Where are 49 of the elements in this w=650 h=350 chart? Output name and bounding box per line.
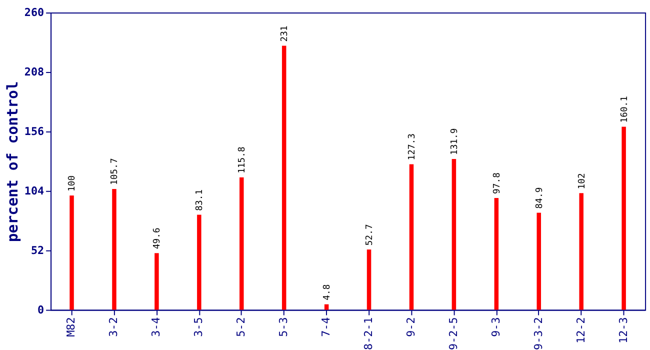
y-tick-label: 260	[24, 6, 44, 19]
bar	[579, 193, 584, 310]
bar	[536, 212, 542, 310]
x-tick-label: 12-2	[574, 317, 588, 344]
data-label: 102	[577, 173, 588, 190]
x-tick-label: 9-3-2	[532, 317, 545, 350]
x-tick-label: 9-2-5	[446, 317, 460, 350]
bar	[112, 188, 116, 310]
data-label: 100	[68, 175, 78, 192]
bar	[409, 164, 414, 310]
data-label: 131.9	[450, 128, 460, 156]
data-label: 52.7	[364, 224, 375, 246]
data-label: 83.1	[195, 189, 206, 211]
bar	[494, 198, 499, 310]
data-label: 127.3	[407, 133, 418, 160]
data-label: 105.7	[110, 158, 120, 185]
data-label: 115.8	[238, 146, 248, 174]
y-tick-label: 104	[24, 184, 45, 198]
y-tick-label: 52	[30, 244, 44, 257]
bar	[240, 177, 244, 310]
bar	[70, 195, 74, 310]
x-tick-label: 3-5	[192, 317, 206, 337]
x-tick-label: 12-3	[616, 317, 630, 344]
data-label: 4.8	[322, 284, 333, 300]
y-axis-title: percent of control	[3, 81, 22, 242]
x-tick-label: 3-2	[107, 317, 120, 337]
y-tick-label: 208	[24, 65, 44, 78]
data-label: 231	[280, 26, 290, 42]
data-label: 49.6	[152, 228, 163, 250]
bar	[452, 158, 456, 310]
data-label: 160.1	[620, 96, 630, 123]
x-tick-label: M82	[64, 317, 78, 337]
data-label: 97.8	[492, 172, 502, 194]
y-tick-label: 156	[24, 124, 44, 138]
x-tick-label: 5-2	[234, 317, 248, 337]
bar	[366, 250, 372, 310]
bar	[622, 126, 626, 310]
bar	[154, 253, 159, 310]
data-label: 84.9	[534, 187, 545, 209]
x-tick-label: 9-2	[404, 317, 418, 337]
x-tick-label: 8-2-1	[362, 317, 375, 350]
bar	[324, 304, 329, 310]
bar	[282, 46, 286, 310]
bar	[197, 214, 202, 310]
x-tick-label: 3-4	[150, 316, 163, 337]
x-tick-label: 7-4	[320, 316, 333, 337]
x-tick-label: 9-3	[489, 317, 502, 337]
y-tick-label: 0	[38, 303, 44, 316]
x-tick-label: 5-3	[277, 317, 290, 337]
